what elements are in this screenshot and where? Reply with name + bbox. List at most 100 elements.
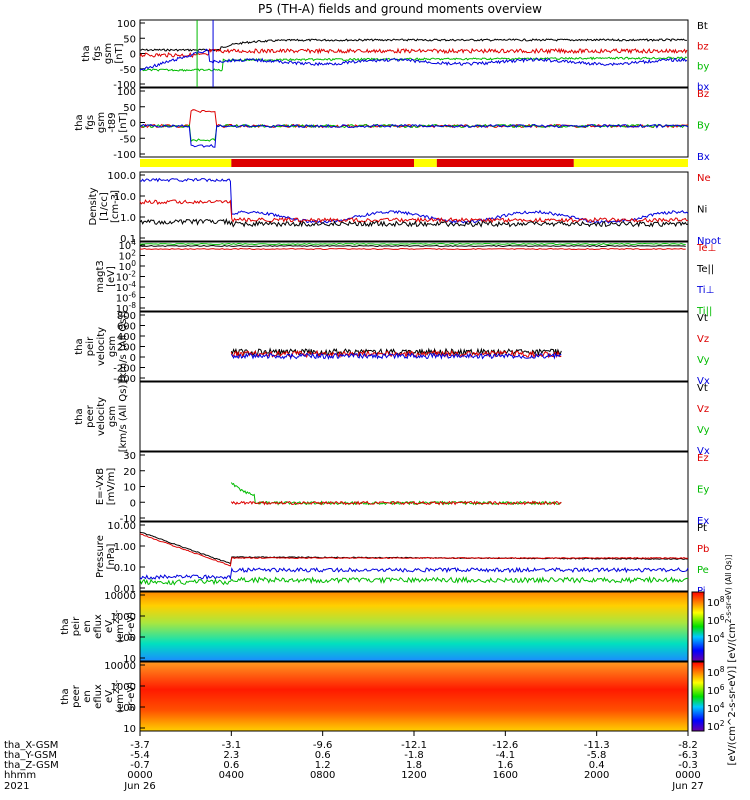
y-tick-label: 1.0 (120, 213, 136, 224)
y-tick-label: 10-2 (116, 270, 136, 284)
legend-vz: Vz (697, 334, 709, 345)
legend-bz: bz (697, 41, 709, 52)
y-tick-label: 100 (117, 633, 136, 644)
y-axis-label: sr-eV) (126, 612, 137, 641)
legend-npot: Npot (697, 236, 721, 247)
y-axis-label: eflux (93, 684, 104, 709)
y-axis-label: gsm (103, 43, 114, 64)
trace-vx (230, 352, 562, 361)
legend-vz: Vz (697, 404, 709, 415)
x-tick-label: 1.6 (497, 760, 513, 771)
panel-frame (139, 311, 689, 382)
trace-bx (139, 48, 688, 72)
y-axis-label: [eV] (106, 266, 117, 287)
x-tick-label: 1600 (493, 770, 518, 781)
x-tick-label: 0000 (127, 770, 152, 781)
y-axis-label: [nT] (118, 112, 129, 132)
legend-bx: bx (697, 82, 709, 93)
y-tick-label: 50 (123, 103, 136, 114)
traces-layer (139, 20, 689, 586)
trace-bz (139, 47, 688, 58)
y-tick-label: 0 (130, 498, 136, 509)
y-axis-label: [cm-3] (110, 190, 121, 223)
x-axis-row-label: tha_Z-GSM (4, 760, 59, 771)
x-tick-label: 2.3 (223, 750, 239, 761)
y-axis-label: en (82, 690, 93, 703)
y-tick-label: 100 (117, 19, 136, 30)
y-axis-label: en (82, 620, 93, 633)
panel-peer_en_eflux: 10000 1000 100 10 tha peer en eflux eV (cm2-s-sr-… (60, 661, 689, 735)
mode-segment-slow (414, 159, 437, 167)
legend-pe: Pe (697, 565, 709, 576)
legend-pb: Pb (697, 544, 709, 555)
legend-ti||: Ti|| (696, 306, 712, 317)
colorbar (691, 591, 705, 662)
colorbar-tick-label: 106 (707, 613, 725, 627)
trace-by (139, 56, 688, 72)
x-tick-label: 0400 (219, 770, 244, 781)
x-axis-labels: tha_X-GSMtha_Y-GSMtha_Z-GSMhhmm2021-3.7-… (4, 731, 704, 792)
y-tick-label: -200 (113, 364, 136, 375)
y-axis-label: tha (60, 618, 71, 634)
colorbar-tick-label: 108 (707, 665, 725, 679)
x-tick-label: -9.6 (313, 740, 333, 751)
x-axis-row-label: tha_Y-GSM (4, 750, 57, 761)
y-tick-label: 10 (123, 483, 136, 494)
x-tick-label: -8.2 (678, 740, 698, 751)
y-axis-label: Pressure (95, 535, 106, 578)
y-tick-label: 100 (117, 87, 136, 98)
y-axis-label: [nPa] (106, 543, 117, 569)
x-tick-label: -4.1 (496, 750, 516, 761)
legend-ez: Ez (697, 453, 709, 464)
x-tick-label: 0.6 (315, 750, 331, 761)
panel-fgs_gsm: 100 50 0 -50 -100 tha fgs gsm [nT] Bt bz by bx (81, 19, 709, 93)
y-tick-label: 10 (123, 654, 136, 665)
legend-vy: Vy (697, 355, 710, 366)
y-axis-label: velocity (96, 397, 107, 436)
y-axis-label: (cm2-s- (112, 610, 126, 644)
trace-npot (139, 177, 689, 225)
y-tick-label: 1000 (111, 682, 136, 693)
colorbars-layer: 108 106 104 108 106 104 102 [eV/(cm^2-s-sr-eV)]… (691, 554, 738, 765)
mode-segment-slow (140, 159, 232, 167)
y-axis-label: E=-VxB (95, 468, 106, 505)
y-tick-label: -400 (113, 374, 136, 385)
y-axis-label: [km/s (All Qs)] (118, 381, 129, 453)
trace-te-perp (140, 247, 686, 251)
legend-te||: Te|| (696, 264, 714, 275)
x-tick-label: -3.7 (130, 740, 150, 751)
x-tick-label: -5.4 (130, 750, 150, 761)
panel-efield: 30 20 10 0 -10 E=-VxB [mV/m] Ez Ey Ex (95, 451, 709, 527)
x-tick-label: -5.8 (587, 750, 607, 761)
panel-frame (139, 171, 689, 242)
y-axis-label: fgs (92, 46, 103, 61)
y-axis-label: peir (71, 616, 82, 636)
y-tick-label: 0 (130, 353, 136, 364)
y-axis-label: fgs (85, 115, 96, 130)
y-axis-label: eflux (93, 614, 104, 639)
panel-frame (139, 381, 689, 452)
y-tick-label: 104 (118, 238, 136, 252)
x-tick-label: -1.8 (404, 750, 424, 761)
colorbar-label: [eV/(cm^2-s-sr-eV)] [eV/(cm2-s-sr-eV) (A… (724, 554, 738, 765)
colorbar-tick-label: 104 (707, 701, 725, 715)
y-tick-label: 10-6 (116, 291, 136, 305)
legend-vt: Vt (697, 313, 708, 324)
y-tick-label: 10-4 (116, 280, 136, 294)
panel-frame (139, 591, 689, 662)
x-tick-label: -11.3 (584, 740, 610, 751)
colorbar-tick-label: 104 (707, 631, 725, 645)
panel-density: 100.0 10.0 1.0 0.1 Density [1/cc] [cm-3] Ne Ni Np… (88, 171, 721, 247)
panel-peer_velocity: tha peer velocity gsm [km/s (All Qs)] Vt Vz Vy V… (74, 381, 710, 457)
mode-bar (140, 159, 688, 167)
y-tick-label: 100 (117, 703, 136, 714)
y-tick-label: 10-8 (116, 301, 136, 315)
y-tick-label: 0.01 (114, 584, 136, 595)
spectrogram-peer_en_eflux (140, 662, 688, 731)
panel-fgs_gsm_t89: 100 50 0 -50 -100 tha fgs gsm -t89 [nT] Bz By Bx (74, 87, 710, 163)
y-tick-label: 10 (123, 724, 136, 735)
